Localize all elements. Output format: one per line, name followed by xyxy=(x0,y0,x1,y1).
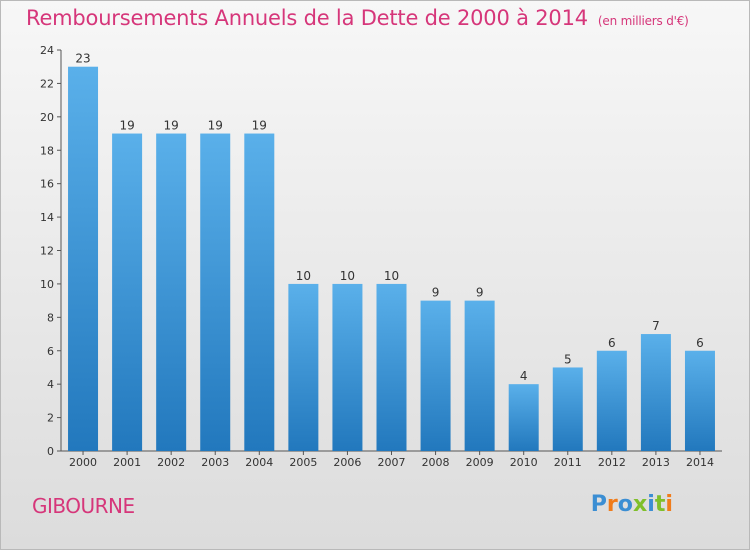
x-tick-label: 2014 xyxy=(686,456,714,469)
chart-unit: (en milliers d'€) xyxy=(597,14,689,28)
bar xyxy=(244,133,275,451)
data-label: 5 xyxy=(564,352,572,366)
bar xyxy=(68,66,99,451)
bar xyxy=(332,283,363,451)
y-tick-label: 18 xyxy=(40,144,54,157)
bar xyxy=(552,367,583,451)
x-tick-label: 2004 xyxy=(245,456,273,469)
y-tick-label: 22 xyxy=(40,77,54,90)
bar xyxy=(508,384,539,451)
y-tick-label: 20 xyxy=(40,111,54,124)
data-label: 9 xyxy=(432,286,440,300)
data-label: 19 xyxy=(208,119,223,133)
y-tick-label: 2 xyxy=(47,412,54,425)
data-label: 6 xyxy=(696,336,704,350)
data-label: 9 xyxy=(476,286,484,300)
y-tick-label: 10 xyxy=(40,278,54,291)
y-tick-label: 14 xyxy=(40,211,54,224)
data-label: 4 xyxy=(520,369,528,383)
bar xyxy=(640,334,671,451)
x-tick-label: 2010 xyxy=(510,456,538,469)
y-tick-label: 24 xyxy=(40,44,54,57)
bar xyxy=(420,300,451,451)
data-label: 19 xyxy=(119,119,134,133)
x-tick-label: 2011 xyxy=(554,456,582,469)
bars xyxy=(68,66,715,451)
x-tick-label: 2003 xyxy=(201,456,229,469)
data-label: 19 xyxy=(252,119,267,133)
data-label: 6 xyxy=(608,336,616,350)
bar xyxy=(112,133,143,451)
bar xyxy=(464,300,495,451)
x-tick-label: 2012 xyxy=(598,456,626,469)
x-tick-label: 2000 xyxy=(69,456,97,469)
y-tick-label: 16 xyxy=(40,178,54,191)
x-tick-label: 2013 xyxy=(642,456,670,469)
data-label: 10 xyxy=(384,269,399,283)
x-axis: 2000 2001 2002 2003 2004 2005 2006 2007 2008 2009… xyxy=(61,450,722,469)
x-tick-label: 2001 xyxy=(113,456,141,469)
bar xyxy=(596,350,627,451)
y-tick-label: 6 xyxy=(47,345,54,358)
proxiti-logo: Proxiti xyxy=(591,491,673,517)
place-name: GIBOURNE xyxy=(32,494,135,518)
y-tick-label: 8 xyxy=(47,311,54,324)
data-label: 23 xyxy=(75,52,90,66)
bar xyxy=(684,350,715,451)
bar-labels: 23 19 19 19 19 10 10 10 9 9 4 5 6 7 6 xyxy=(75,52,703,383)
x-tick-label: 2007 xyxy=(378,456,406,469)
svg-text:Proxiti: Proxiti xyxy=(591,491,673,517)
x-tick-label: 2005 xyxy=(289,456,317,469)
x-tick-label: 2002 xyxy=(157,456,185,469)
chart-title: Remboursements Annuels de la Dette de 20… xyxy=(26,6,689,30)
data-label: 19 xyxy=(164,119,179,133)
bar xyxy=(288,283,319,451)
x-tick-label: 2008 xyxy=(422,456,450,469)
y-tick-label: 4 xyxy=(47,378,54,391)
y-tick-label: 12 xyxy=(40,245,54,258)
data-label: 10 xyxy=(296,269,311,283)
chart-title-text: Remboursements Annuels de la Dette de 20… xyxy=(26,6,588,30)
bar xyxy=(156,133,187,451)
data-label: 7 xyxy=(652,319,660,333)
x-tick-label: 2006 xyxy=(333,456,361,469)
data-label: 10 xyxy=(340,269,355,283)
x-tick-label: 2009 xyxy=(466,456,494,469)
bar xyxy=(200,133,231,451)
y-tick-label: 0 xyxy=(47,445,54,458)
bar xyxy=(376,283,407,451)
